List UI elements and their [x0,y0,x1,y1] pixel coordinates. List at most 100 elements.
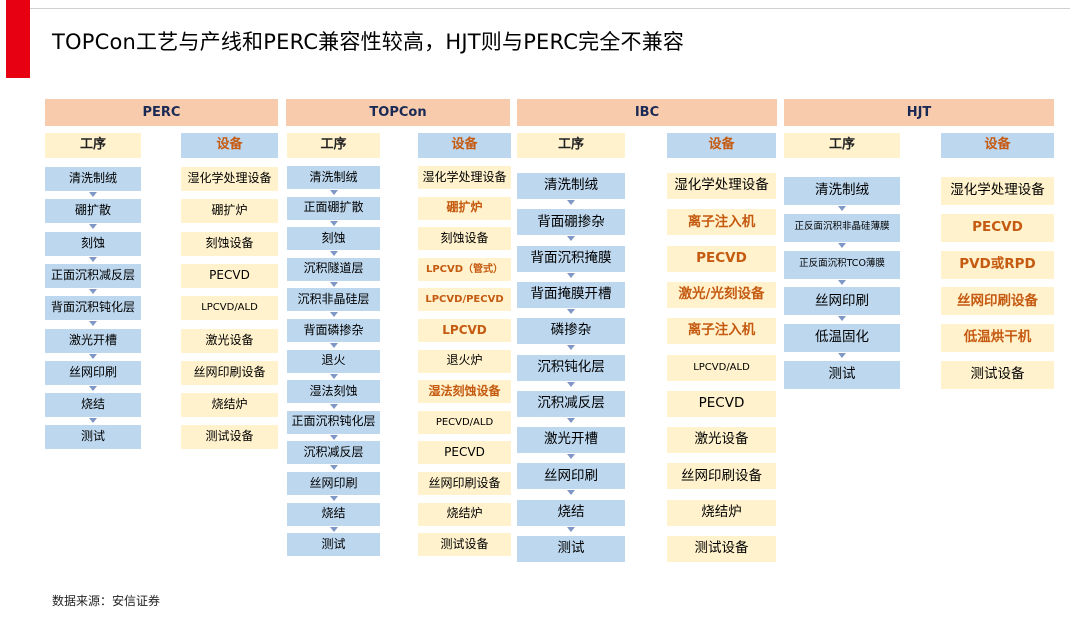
column-header-topcon: TOPCon [286,99,510,126]
flow-arrow [838,316,846,322]
equipment-item-perc: 硼扩炉 [181,199,278,224]
equipment-label-ibc: 设备 [667,133,776,158]
process-step-ibc: 沉积减反层 [517,390,625,417]
process-step-topcon: 沉积隧道层 [287,257,380,281]
equipment-item-ibc: 离子注入机 [667,318,776,345]
equipment-item-perc: LPCVD/ALD [181,296,278,321]
process-step-ibc: 清洗制绒 [517,173,625,199]
flow-arrow [329,281,338,287]
equipment-item-ibc: 激光设备 [667,427,776,454]
equipment-item-perc: 激光设备 [181,328,278,353]
equipment-item-ibc: 激光/光刻设备 [667,281,776,308]
equipment-item-topcon: 测试设备 [418,533,511,557]
equipment-item-perc: 丝网印刷设备 [181,360,278,385]
flow-arrow [89,224,97,230]
flow-arrow [89,353,97,359]
equipment-item-topcon: 丝网印刷设备 [418,472,511,495]
source-note: 数据来源：安信证券 [52,594,161,608]
process-step-hjt: 测试 [784,361,900,389]
process-step-topcon: 刻蚀 [287,227,380,251]
equipment-item-ibc: PECVD [667,245,776,272]
equipment-item-perc: PECVD [181,263,278,288]
title-accent-bar [6,0,30,78]
process-step-ibc: 测试 [517,536,625,562]
process-step-perc: 清洗制绒 [45,167,141,191]
flow-arrow [567,490,575,496]
flow-arrow [567,200,575,205]
equipment-item-perc: 测试设备 [181,425,278,450]
process-step-perc: 丝网印刷 [45,360,141,385]
equipment-item-hjt: 测试设备 [941,361,1054,389]
process-step-hjt: 正反面沉积非晶硅薄膜 [784,213,900,242]
process-step-topcon: 烧结 [287,502,380,526]
flow-arrow [838,279,846,285]
flow-arrow [567,417,575,423]
process-step-topcon: 正面硼扩散 [287,196,380,220]
process-step-topcon: 清洗制绒 [287,166,380,189]
equipment-item-hjt: PECVD [941,213,1054,242]
equipment-item-topcon: 刻蚀设备 [418,227,511,251]
flow-arrow [329,312,338,318]
equipment-item-topcon: 退火炉 [418,349,511,373]
flow-arrow [329,465,338,471]
process-step-hjt: 丝网印刷 [784,287,900,316]
process-step-topcon: 丝网印刷 [287,472,380,495]
flow-arrow [567,272,575,278]
equipment-item-perc: 湿化学处理设备 [181,167,278,191]
flow-arrow [567,236,575,242]
process-step-topcon: 退火 [287,349,380,373]
process-label-topcon: 工序 [287,133,380,158]
process-step-ibc: 丝网印刷 [517,463,625,490]
process-step-topcon: 沉积非晶硅层 [287,288,380,312]
equipment-label-topcon: 设备 [418,133,511,158]
flow-arrow [329,190,338,195]
flow-arrow [329,526,338,532]
process-step-ibc: 背面硼掺杂 [517,209,625,236]
equipment-item-ibc: LPCVD/ALD [667,354,776,381]
flow-arrow [329,496,338,501]
process-label-perc: 工序 [45,133,141,158]
process-step-perc: 测试 [45,425,141,450]
process-step-ibc: 烧结 [517,499,625,526]
flow-arrow [89,321,97,327]
equipment-item-topcon: LPCVD/PECVD [418,288,511,312]
equipment-item-topcon: LPCVD（管式） [418,257,511,281]
flow-arrow [838,242,846,248]
flow-arrow [89,288,97,294]
equipment-item-topcon: 硼扩炉 [418,196,511,220]
top-divider [30,8,1070,9]
flow-arrow [329,343,338,348]
flow-arrow [567,526,575,532]
process-step-ibc: 背面掩膜开槽 [517,281,625,308]
column-header-hjt: HJT [784,99,1054,126]
process-step-hjt: 清洗制绒 [784,177,900,205]
flow-arrow [89,256,97,262]
flow-arrow [838,353,846,359]
equipment-item-topcon: PECVD [418,441,511,465]
equipment-item-perc: 烧结炉 [181,393,278,418]
process-step-perc: 烧结 [45,393,141,418]
column-header-perc: PERC [45,99,278,126]
flow-arrow [89,192,97,197]
flow-arrow [329,220,338,226]
process-step-topcon: 背面磷掺杂 [287,319,380,342]
column-header-ibc: IBC [517,99,777,126]
flow-arrow [567,308,575,314]
process-step-perc: 正面沉积减反层 [45,263,141,288]
equipment-item-perc: 刻蚀设备 [181,231,278,256]
flow-arrow [567,454,575,460]
equipment-item-topcon: 湿化学处理设备 [418,166,511,189]
equipment-item-ibc: 湿化学处理设备 [667,173,776,199]
equipment-item-hjt: 湿化学处理设备 [941,177,1054,205]
process-step-topcon: 测试 [287,533,380,557]
equipment-item-topcon: 烧结炉 [418,502,511,526]
equipment-item-ibc: 离子注入机 [667,209,776,236]
process-step-topcon: 湿法刻蚀 [287,380,380,404]
equipment-item-topcon: LPCVD [418,319,511,342]
process-step-topcon: 沉积减反层 [287,441,380,465]
equipment-label-perc: 设备 [181,133,278,158]
process-step-ibc: 磷掺杂 [517,318,625,345]
equipment-item-topcon: PECVD/ALD [418,410,511,434]
process-step-perc: 背面沉积钝化层 [45,296,141,321]
flow-arrow [329,434,338,440]
